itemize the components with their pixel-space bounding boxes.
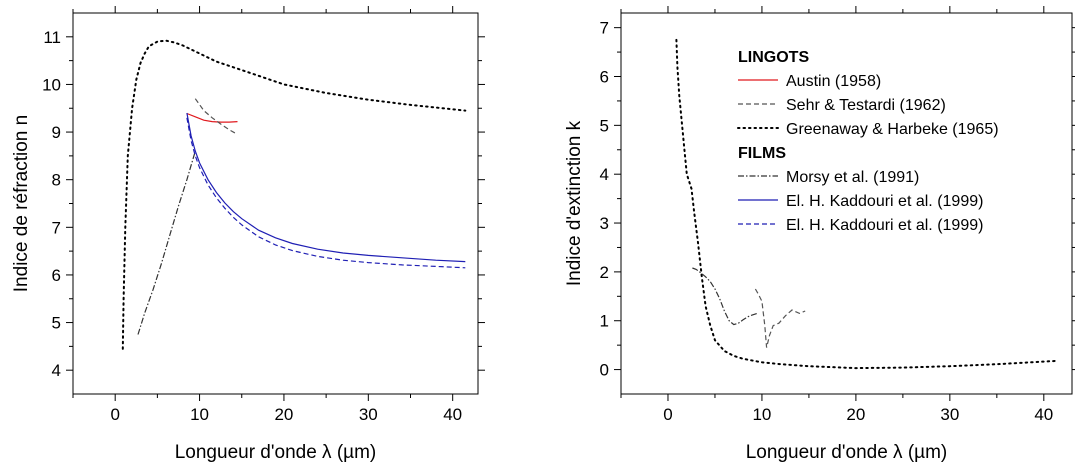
right-y-tick-label: 6: [600, 68, 609, 87]
right-x-tick-label: 40: [1034, 405, 1053, 424]
left-panel: Longueur d'onde λ (µm) Indice de réfract…: [11, 6, 485, 463]
left-y-tick-label: 7: [52, 218, 61, 237]
right-series-line-1: [675, 38, 1059, 370]
right-y-tick-label: 1: [600, 312, 609, 331]
left-plot-frame: [72, 12, 479, 395]
left-series-line-1: [194, 98, 238, 135]
right-y-axis-title: Indice d'extinction k: [564, 120, 585, 286]
left-axis-ticks: 0 10 20 30 40 4 5 6 7 8 9 10 11: [42, 6, 485, 424]
right-y-tick-label: 2: [600, 263, 609, 282]
right-x-tick-label: 30: [940, 405, 959, 424]
right-panel: Longueur d'onde λ (µm) Indice d'extincti…: [564, 6, 1075, 463]
left-series-line-5: [186, 117, 466, 269]
right-x-tick-label: 0: [663, 405, 672, 424]
right-series-line-0: [754, 288, 806, 348]
right-y-tick-label: 7: [600, 19, 609, 38]
left-y-tick-label: 11: [43, 28, 61, 47]
legend-label: El. H. Kaddouri et al. (1999): [786, 193, 983, 210]
left-y-tick-label: 8: [52, 171, 61, 190]
left-x-tick-label: 30: [359, 405, 378, 424]
legend-label: Sehr & Testardi (1962): [786, 97, 946, 114]
left-x-axis-title: Longueur d'onde λ (µm): [175, 442, 377, 463]
left-series-group: [121, 39, 467, 350]
right-x-axis-title: Longueur d'onde λ (µm): [746, 442, 948, 463]
right-series-line-2: [692, 267, 758, 326]
right-y-tick-label: 3: [600, 214, 609, 233]
left-x-tick-label: 0: [110, 405, 119, 424]
legend-heading: LINGOTS: [738, 49, 809, 66]
left-x-tick-label: 20: [274, 405, 293, 424]
right-plot-frame: [620, 12, 1073, 395]
right-y-tick-label: 4: [600, 165, 609, 184]
right-x-tick-label: 10: [752, 405, 771, 424]
left-x-tick-label: 40: [443, 405, 462, 424]
legend-label: Austin (1958): [786, 73, 881, 90]
left-series-line-4: [186, 112, 466, 263]
right-y-tick-label: 5: [600, 116, 609, 135]
left-y-tick-label: 5: [52, 314, 61, 333]
right-y-tick-label: 0: [600, 361, 609, 380]
left-y-tick-label: 10: [42, 75, 61, 94]
left-y-tick-label: 4: [52, 361, 61, 380]
left-series-line-0: [186, 112, 238, 123]
legend: LINGOTS Austin (1958) Sehr & Testardi (196…: [737, 49, 999, 234]
legend-label: El. H. Kaddouri et al. (1999): [786, 217, 983, 234]
legend-label: Morsy et al. (1991): [786, 169, 919, 186]
right-series-group: [675, 38, 1059, 370]
left-y-tick-label: 6: [52, 266, 61, 285]
left-y-tick-label: 9: [52, 123, 61, 142]
left-series-line-3: [137, 150, 196, 335]
legend-label: Greenaway & Harbeke (1965): [786, 121, 999, 138]
left-x-tick-label: 10: [190, 405, 209, 424]
left-series-line-2: [121, 39, 467, 350]
right-x-tick-label: 20: [846, 405, 865, 424]
right-axis-ticks: 0 10 20 30 40 0 1 2 3 4 5 6 7: [600, 6, 1075, 424]
legend-heading: FILMS: [738, 145, 786, 162]
left-y-axis-title: Indice de réfraction n: [11, 115, 32, 292]
